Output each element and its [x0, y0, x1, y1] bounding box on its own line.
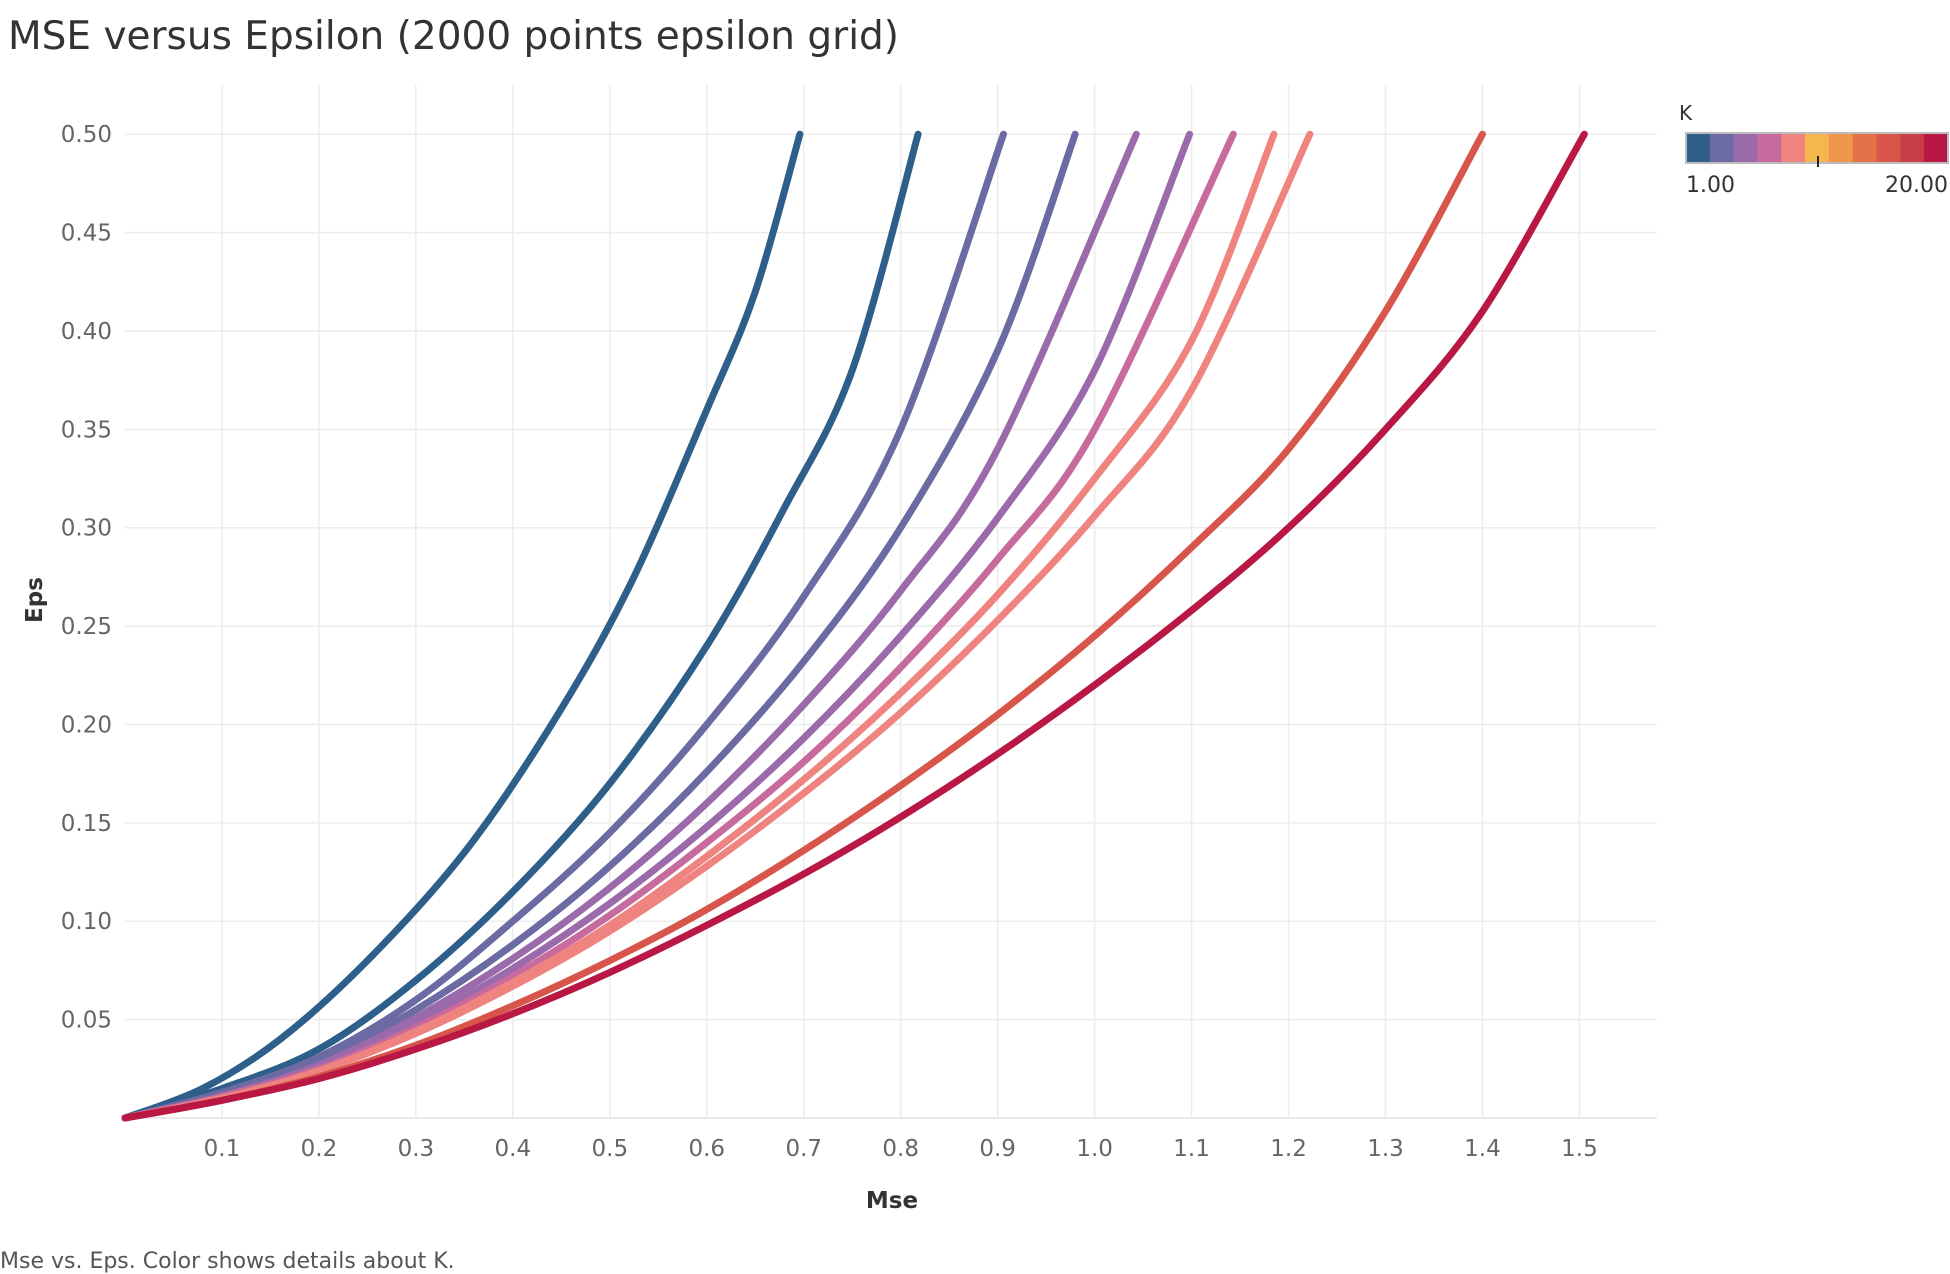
grid [125, 85, 1657, 1119]
y-tick-label: 0.15 [61, 811, 112, 837]
x-tick-label: 1.0 [1076, 1136, 1113, 1162]
x-tick-label: 0.8 [882, 1136, 919, 1162]
y-tick-label: 0.05 [61, 1008, 112, 1034]
x-tick-label: 0.1 [204, 1136, 241, 1162]
series-line-11[interactable] [121, 130, 1588, 1122]
x-tick-label: 0.7 [785, 1136, 822, 1162]
legend-swatch [1876, 133, 1901, 163]
x-axis-ticks: 0.1 0.2 0.3 0.4 0.5 0.6 0.7 0.8 0.9 1.0 1.1 1.2 1.3 1… [204, 1136, 1598, 1162]
legend-swatch [1733, 133, 1758, 163]
y-tick-label: 0.20 [61, 712, 112, 738]
x-tick-label: 0.5 [592, 1136, 629, 1162]
x-tick-label: 1.3 [1367, 1136, 1404, 1162]
chart-caption: Mse vs. Eps. Color shows details about K… [0, 1249, 455, 1274]
x-tick-label: 1.2 [1270, 1136, 1307, 1162]
x-tick-label: 0.3 [398, 1136, 435, 1162]
y-tick-label: 0.30 [61, 516, 112, 542]
x-tick-label: 0.6 [688, 1136, 725, 1162]
x-axis-label: Mse [866, 1188, 918, 1214]
y-tick-label: 0.50 [61, 122, 112, 148]
series-line-2[interactable] [121, 130, 922, 1122]
legend-color-ramp [1685, 132, 1949, 167]
y-tick-label: 0.35 [61, 417, 112, 443]
series-line-4[interactable] [121, 130, 1079, 1122]
legend-max-label: 20.00 [1885, 173, 1948, 198]
legend-swatch [1852, 133, 1878, 163]
legend-swatch [1757, 133, 1782, 163]
legend-title: K [1679, 101, 1693, 125]
legend-swatch [1709, 133, 1735, 163]
x-tick-label: 0.2 [301, 1136, 338, 1162]
x-tick-label: 1.4 [1464, 1136, 1501, 1162]
legend-swatch [1781, 133, 1806, 163]
legend-swatch [1924, 133, 1949, 163]
series-line-1[interactable] [121, 130, 804, 1122]
series-line-9[interactable] [121, 130, 1314, 1122]
legend-min-label: 1.00 [1686, 173, 1735, 198]
y-tick-label: 0.45 [61, 221, 112, 247]
legend-swatch [1900, 133, 1925, 163]
series-lines [121, 130, 1588, 1122]
y-tick-label: 0.25 [61, 614, 112, 640]
legend-swatch [1828, 133, 1854, 163]
color-legend[interactable]: K 1.00 20.00 [1679, 101, 1949, 198]
x-tick-label: 0.9 [979, 1136, 1016, 1162]
y-tick-label: 0.10 [61, 909, 112, 935]
chart-title: MSE versus Epsilon (2000 points epsilon … [8, 14, 900, 59]
x-tick-label: 1.5 [1561, 1136, 1598, 1162]
x-tick-label: 0.4 [495, 1136, 532, 1162]
x-tick-label: 1.1 [1173, 1136, 1210, 1162]
y-axis-label: Eps [22, 577, 48, 623]
y-axis-ticks: 0.05 0.10 0.15 0.20 0.25 0.30 0.35 0.40 0.45 0.50 [61, 122, 112, 1033]
y-tick-label: 0.40 [61, 319, 112, 345]
legend-swatch [1686, 133, 1711, 163]
